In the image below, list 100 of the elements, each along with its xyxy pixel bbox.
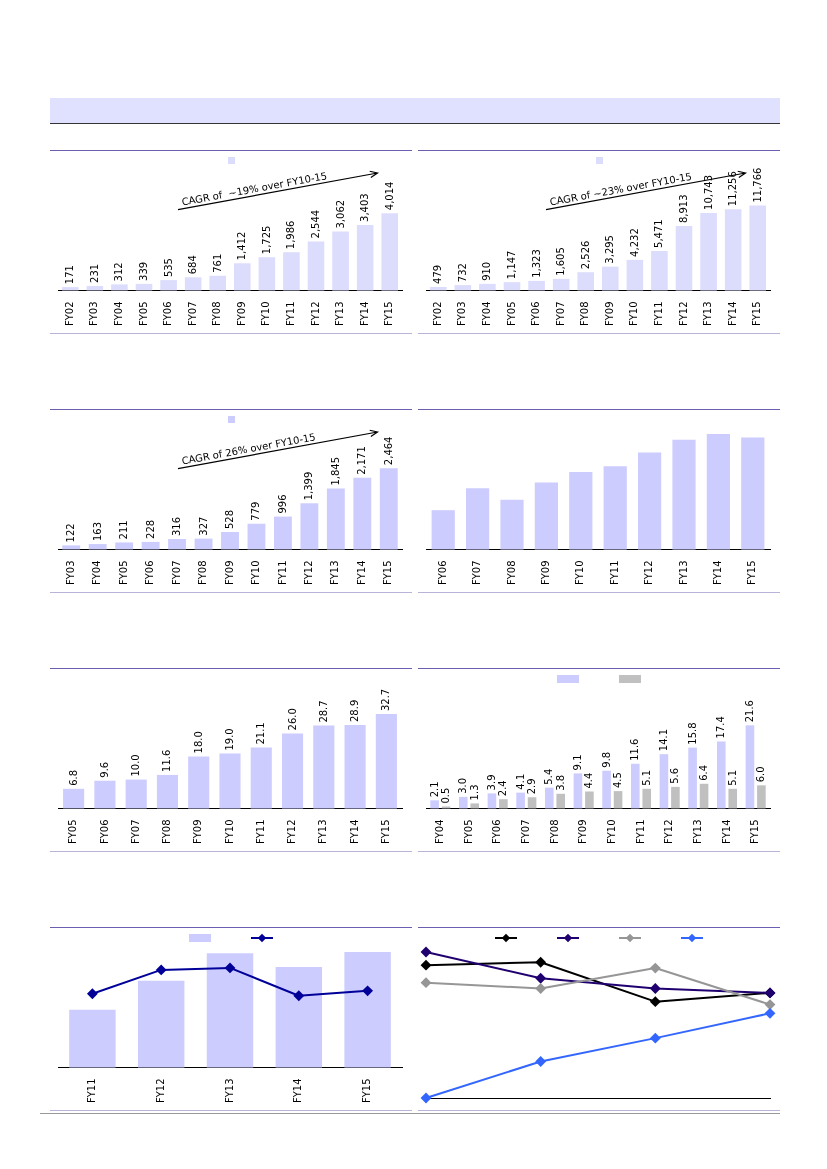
data-label: 3,403 (359, 193, 371, 222)
x-tick-label: FY12 (286, 819, 298, 845)
x-tick-label: FY11 (276, 560, 288, 586)
x-tick-label: FY05 (462, 819, 474, 845)
x-tick-label: FY08 (579, 301, 591, 327)
x-tick-label: FY03 (88, 301, 100, 327)
x-tick-label: FY15 (379, 819, 391, 845)
data-label: 163 (91, 521, 103, 542)
x-tick-label: FY05 (117, 560, 129, 586)
x-tick-label: FY15 (382, 560, 394, 586)
x-tick-label: FY15 (749, 819, 761, 845)
data-label: 910 (481, 261, 493, 281)
x-tick-label: FY13 (329, 560, 341, 586)
data-label: 211 (118, 520, 130, 540)
data-label: 528 (224, 509, 235, 529)
data-label: 9.8 (600, 751, 612, 768)
x-tick-label: FY06 (144, 560, 156, 586)
data-label: 15.8 (686, 722, 698, 745)
data-label: 2,464 (382, 436, 394, 466)
x-tick-label: FY12 (309, 301, 321, 327)
x-tick-label: FY09 (192, 819, 204, 845)
x-tick-label: FY10 (605, 819, 617, 845)
x-tick-label: FY14 (292, 1078, 304, 1104)
x-tick-label: FY13 (677, 560, 689, 586)
data-label: 28.7 (317, 700, 329, 723)
data-label: 684 (187, 255, 199, 275)
data-label: 3,295 (604, 235, 616, 264)
x-tick-label: FY04 (481, 301, 493, 327)
x-tick-label: FY12 (154, 1078, 166, 1104)
data-label: 4.1 (514, 773, 526, 790)
x-tick-label: FY13 (223, 1078, 235, 1104)
x-tick-label: FY11 (254, 819, 266, 845)
data-label: 1,412 (236, 231, 248, 261)
x-tick-label: FY07 (519, 819, 531, 845)
data-label: 312 (113, 262, 125, 282)
x-tick-label: FY14 (358, 301, 370, 327)
x-tick-label: FY08 (211, 301, 223, 327)
x-tick-label: FY11 (634, 819, 646, 845)
x-tick-label: FY07 (170, 560, 182, 586)
x-tick-label: FY06 (491, 819, 503, 845)
data-label: 10,743 (702, 174, 714, 210)
x-tick-label: FY15 (751, 301, 763, 327)
data-label: 5.6 (669, 767, 681, 784)
x-tick-label: FY14 (711, 560, 723, 586)
x-tick-label: FY06 (98, 819, 110, 845)
data-label: 3,062 (334, 199, 346, 229)
x-tick-label: FY14 (726, 301, 738, 327)
x-tick-label: FY09 (235, 301, 247, 327)
x-tick-label: FY06 (162, 301, 174, 327)
data-label: 535 (162, 258, 174, 278)
data-label: 1,986 (285, 220, 297, 250)
x-tick-label: FY10 (223, 819, 235, 845)
x-tick-label: FY13 (317, 819, 329, 845)
data-label: 1,845 (329, 456, 341, 486)
x-tick-label: FY06 (436, 560, 448, 586)
data-label: 5.1 (726, 769, 738, 786)
x-tick-label: FY11 (85, 1078, 97, 1104)
data-label: 761 (211, 253, 223, 273)
data-label: 1,399 (303, 471, 315, 501)
x-tick-label: FY12 (643, 560, 655, 586)
data-label: 122 (65, 523, 77, 543)
data-label: 1,725 (260, 225, 272, 255)
data-label: 10.0 (130, 754, 142, 777)
data-label: 8,913 (678, 194, 689, 224)
data-label: 26.0 (286, 708, 298, 731)
data-label: 3.8 (554, 774, 566, 791)
data-label: 996 (276, 494, 288, 514)
data-label: 9.6 (98, 761, 110, 778)
x-tick-label: FY11 (653, 301, 665, 327)
data-label: 19.0 (224, 728, 235, 751)
data-label: 1,605 (555, 247, 567, 276)
data-label: 0.5 (440, 787, 452, 804)
data-label: 231 (88, 263, 100, 283)
x-tick-label: FY03 (456, 301, 468, 327)
data-label: 4.4 (583, 772, 595, 789)
x-tick-label: FY14 (355, 560, 367, 586)
x-tick-label: FY04 (91, 560, 103, 586)
data-label: 4,232 (628, 228, 640, 257)
data-label: 779 (250, 501, 262, 521)
data-label: 17.4 (715, 716, 727, 739)
x-tick-label: FY08 (197, 560, 209, 586)
x-tick-label: FY13 (702, 301, 714, 327)
x-tick-label: FY04 (113, 301, 125, 327)
data-label: 732 (456, 263, 468, 283)
x-tick-label: FY07 (471, 560, 483, 586)
data-label: 228 (144, 519, 156, 539)
x-tick-label: FY05 (505, 301, 517, 327)
x-tick-label: FY15 (361, 1078, 373, 1104)
data-label: 2,526 (579, 240, 591, 270)
x-tick-label: FY03 (64, 560, 76, 586)
data-label: 1,323 (530, 249, 542, 278)
data-label: 1.3 (468, 784, 480, 801)
data-label: 2.1 (428, 781, 440, 798)
data-label: 11.6 (629, 738, 641, 761)
x-tick-label: FY09 (223, 560, 235, 586)
x-tick-label: FY12 (663, 819, 675, 845)
x-tick-label: FY04 (433, 819, 445, 845)
x-tick-label: FY09 (577, 819, 589, 845)
data-label: 3.9 (485, 774, 497, 791)
x-tick-label: FY07 (129, 819, 141, 845)
